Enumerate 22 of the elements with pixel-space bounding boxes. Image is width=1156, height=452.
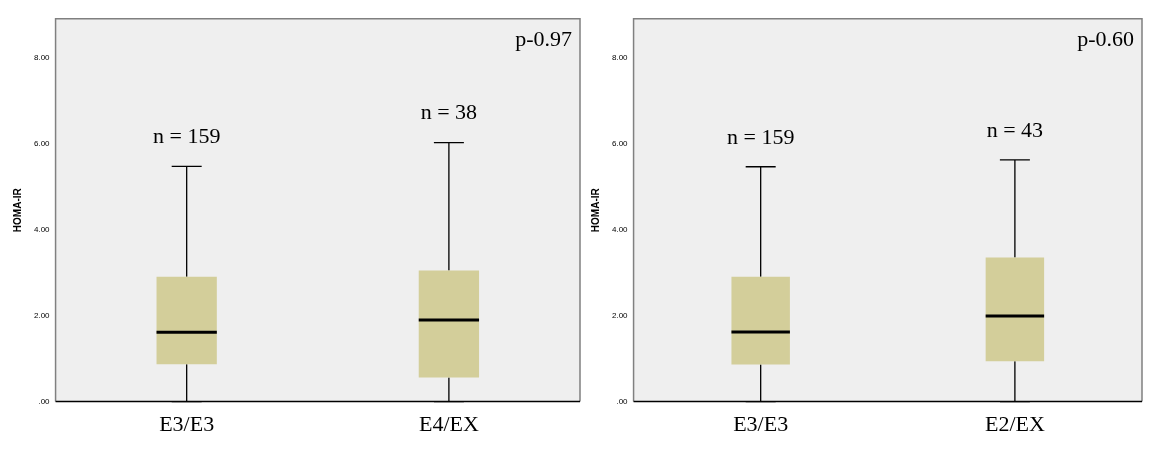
y-tick-label: 4.00 (33, 224, 51, 234)
x-tick-label: E3/E3 (733, 410, 789, 436)
annotation: n = 159 (152, 123, 221, 149)
annotation: n = 43 (986, 116, 1044, 142)
annotation: n = 38 (420, 99, 478, 125)
y-tick-label: 8.00 (611, 52, 629, 62)
y-tick-label: 6.00 (611, 138, 629, 148)
y-tick-label: 2.00 (33, 310, 51, 320)
y-tick-label: 8.00 (33, 52, 51, 62)
y-tick-label: .00 (616, 396, 629, 406)
x-tick-label: E2/EX (984, 410, 1045, 436)
x-tick-label: E4/EX (418, 410, 479, 436)
y-tick-label: 6.00 (33, 138, 51, 148)
y-axis-title: HOMA-IR (589, 187, 601, 233)
annotation: p-0.60 (1077, 25, 1134, 51)
y-tick-label: .00 (38, 396, 51, 406)
y-axis-title: HOMA-IR (11, 187, 23, 233)
x-tick-label: E3/E3 (159, 410, 215, 436)
annotation: n = 159 (726, 123, 795, 149)
y-tick-label: 2.00 (611, 310, 629, 320)
annotation: p-0.97 (515, 25, 572, 51)
y-tick-label: 4.00 (611, 224, 629, 234)
